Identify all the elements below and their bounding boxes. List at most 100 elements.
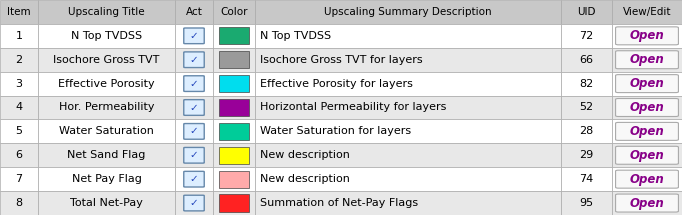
Bar [0, 0, 38, 24]
Bar [255, 143, 561, 167]
Bar [213, 167, 255, 191]
Bar [219, 123, 249, 140]
Text: 2: 2 [16, 55, 23, 65]
Bar [175, 167, 213, 191]
Bar [213, 143, 255, 167]
Text: N Top TVDSS: N Top TVDSS [71, 31, 142, 41]
Text: ✓: ✓ [190, 174, 198, 184]
Text: Net Pay Flag: Net Pay Flag [72, 174, 141, 184]
FancyBboxPatch shape [183, 28, 204, 44]
Bar [213, 0, 255, 24]
Text: Open: Open [629, 53, 664, 66]
Bar [612, 72, 682, 95]
Bar [255, 167, 561, 191]
FancyBboxPatch shape [616, 170, 679, 188]
Bar [561, 72, 612, 95]
FancyBboxPatch shape [183, 52, 204, 68]
Text: Isochore Gross TVT: Isochore Gross TVT [53, 55, 160, 65]
Bar [219, 27, 249, 45]
Text: Horizontal Permeability for layers: Horizontal Permeability for layers [260, 103, 446, 112]
Bar [175, 24, 213, 48]
Bar [38, 143, 175, 167]
Text: Effective Porosity: Effective Porosity [58, 79, 155, 89]
Text: Open: Open [629, 149, 664, 162]
Text: 66: 66 [580, 55, 593, 65]
Bar [0, 48, 38, 72]
Bar [561, 167, 612, 191]
Text: ✓: ✓ [190, 126, 198, 136]
Text: Upscaling Title: Upscaling Title [68, 7, 145, 17]
Bar [213, 120, 255, 143]
Bar [0, 167, 38, 191]
Bar [612, 143, 682, 167]
Text: Hor. Permeability: Hor. Permeability [59, 103, 154, 112]
Text: ✓: ✓ [190, 150, 198, 160]
FancyBboxPatch shape [616, 146, 679, 164]
Bar [0, 95, 38, 120]
Text: Open: Open [629, 125, 664, 138]
Bar [255, 72, 561, 95]
Text: Water Saturation for layers: Water Saturation for layers [260, 126, 411, 136]
Bar [0, 191, 38, 215]
FancyBboxPatch shape [183, 171, 204, 187]
Text: Total Net-Pay: Total Net-Pay [70, 198, 143, 208]
Text: Effective Porosity for layers: Effective Porosity for layers [260, 79, 413, 89]
Bar [38, 48, 175, 72]
Bar [612, 24, 682, 48]
Text: View/Edit: View/Edit [623, 7, 671, 17]
Text: 8: 8 [16, 198, 23, 208]
FancyBboxPatch shape [616, 122, 679, 140]
Text: 52: 52 [580, 103, 593, 112]
Bar [255, 48, 561, 72]
Bar [175, 0, 213, 24]
Text: 4: 4 [16, 103, 23, 112]
Text: 5: 5 [16, 126, 23, 136]
Text: ✓: ✓ [190, 103, 198, 112]
Bar [219, 170, 249, 188]
FancyBboxPatch shape [183, 195, 204, 211]
Text: Net Sand Flag: Net Sand Flag [68, 150, 146, 160]
Bar [175, 191, 213, 215]
Bar [213, 191, 255, 215]
Text: 74: 74 [580, 174, 593, 184]
Bar [175, 143, 213, 167]
Bar [38, 0, 175, 24]
Bar [612, 191, 682, 215]
Text: New description: New description [260, 150, 350, 160]
Text: 29: 29 [580, 150, 593, 160]
Bar [38, 24, 175, 48]
Bar [561, 95, 612, 120]
Text: UID: UID [577, 7, 596, 17]
Bar [561, 120, 612, 143]
Bar [612, 0, 682, 24]
FancyBboxPatch shape [616, 98, 679, 117]
Bar [612, 95, 682, 120]
Text: Open: Open [629, 173, 664, 186]
Text: Color: Color [220, 7, 248, 17]
Bar [175, 95, 213, 120]
Text: ✓: ✓ [190, 31, 198, 41]
Bar [0, 72, 38, 95]
Bar [0, 24, 38, 48]
Bar [38, 95, 175, 120]
Text: Item: Item [8, 7, 31, 17]
FancyBboxPatch shape [183, 124, 204, 139]
Bar [0, 120, 38, 143]
Text: 95: 95 [580, 198, 593, 208]
Bar [561, 24, 612, 48]
Bar [38, 167, 175, 191]
Text: N Top TVDSS: N Top TVDSS [260, 31, 331, 41]
Text: 82: 82 [580, 79, 593, 89]
Bar [612, 167, 682, 191]
Bar [175, 72, 213, 95]
Bar [561, 143, 612, 167]
Bar [219, 194, 249, 212]
Bar [612, 120, 682, 143]
Bar [255, 120, 561, 143]
FancyBboxPatch shape [616, 75, 679, 93]
Text: ✓: ✓ [190, 198, 198, 208]
Bar [561, 0, 612, 24]
Bar [255, 95, 561, 120]
Bar [213, 72, 255, 95]
Text: Isochore Gross TVT for layers: Isochore Gross TVT for layers [260, 55, 422, 65]
